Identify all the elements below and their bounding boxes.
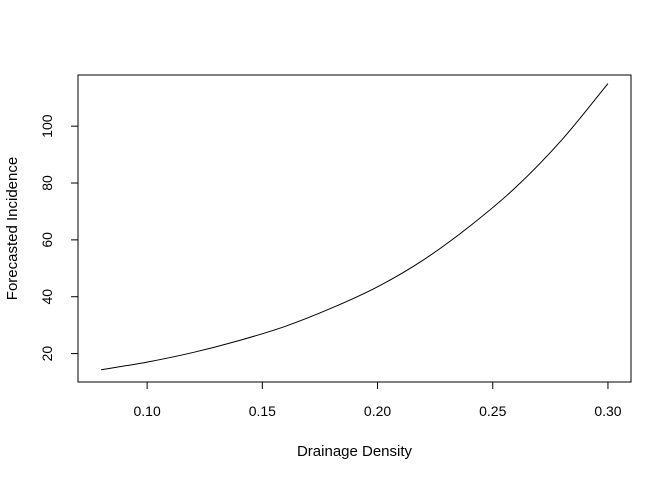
- y-tick-label: 40: [39, 289, 55, 305]
- y-tick-label: 20: [39, 346, 55, 362]
- series-layer: [100, 83, 609, 371]
- x-tick-label: 0.25: [479, 403, 506, 419]
- x-tick-label: 0.10: [134, 403, 161, 419]
- series-line: [100, 83, 609, 371]
- x-axis-label: Drainage Density: [297, 443, 413, 460]
- plot-frame: [77, 74, 632, 383]
- x-tick-label: 0.15: [249, 403, 276, 419]
- y-axis-label: Forecasted Incidence: [4, 157, 21, 300]
- x-axis: 0.10 0.15 0.20 0.25 0.30: [134, 381, 622, 419]
- x-tick-label: 0.30: [594, 403, 621, 419]
- y-tick-label: 60: [39, 232, 55, 248]
- y-tick-label: 80: [39, 175, 55, 191]
- y-tick-label: 100: [39, 114, 55, 138]
- x-tick-label: 0.20: [364, 403, 391, 419]
- y-axis: 20 40 60 80 100: [39, 114, 79, 362]
